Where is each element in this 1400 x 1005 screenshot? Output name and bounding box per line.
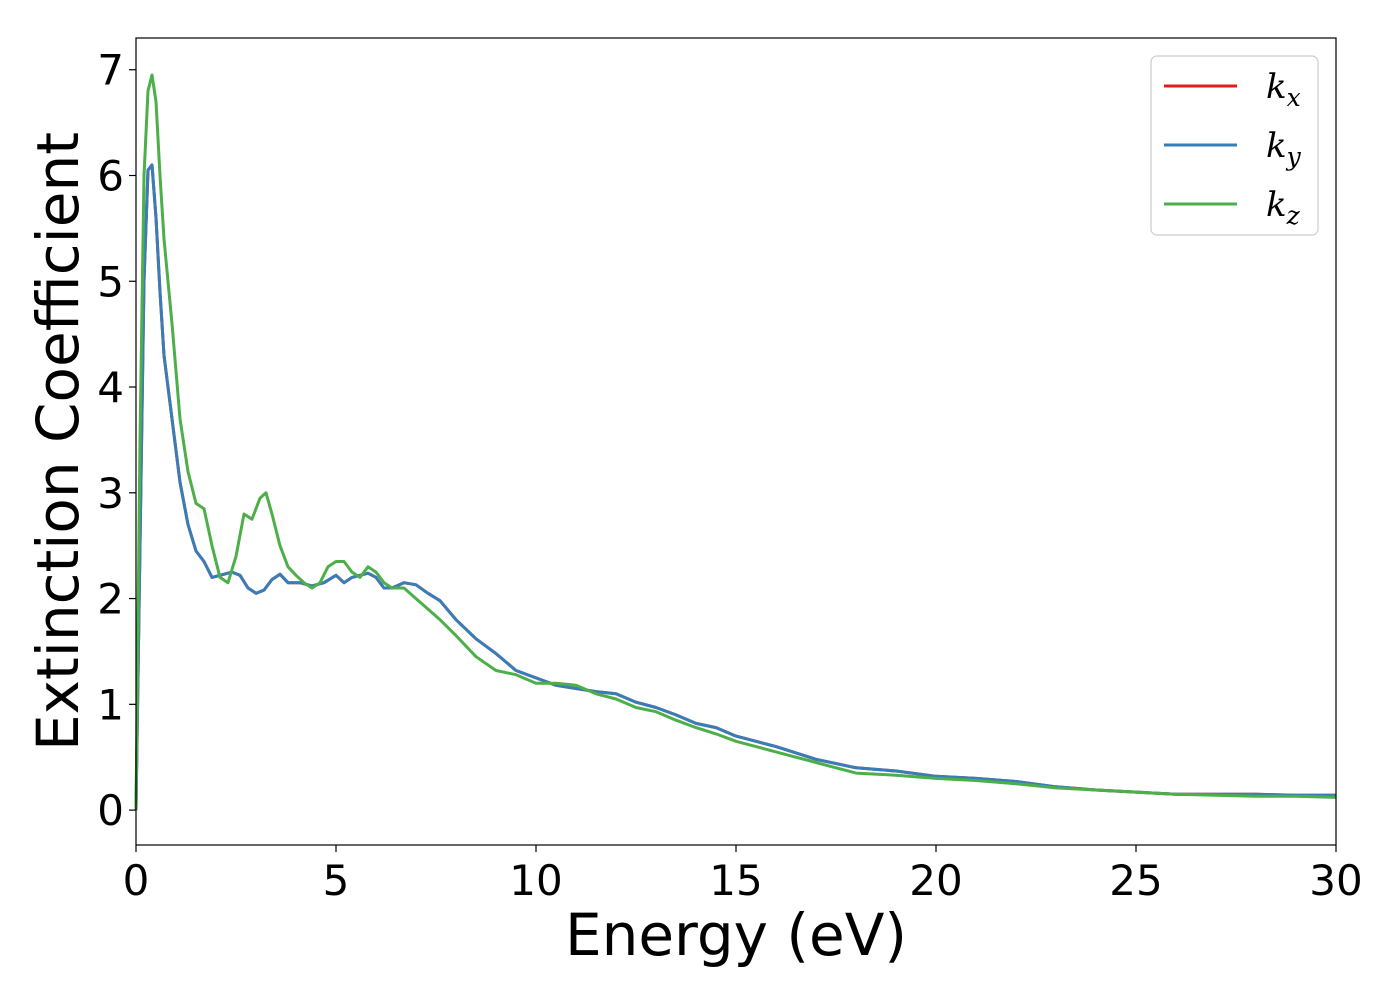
x-tick-label: 0 <box>123 856 150 905</box>
y-tick-label: 7 <box>97 46 124 95</box>
y-tick-label: 3 <box>97 469 124 518</box>
x-tick-label: 5 <box>323 856 350 905</box>
series-layer <box>134 73 1337 811</box>
y-axis-ticks: 0 1 2 3 4 5 6 7 <box>97 46 136 835</box>
x-axis-label: Energy (eV) <box>565 901 907 969</box>
x-tick-label: 10 <box>509 856 562 905</box>
x-tick-label: 25 <box>1109 856 1162 905</box>
series-line-z <box>134 73 1337 811</box>
y-tick-label: 2 <box>97 575 124 624</box>
x-tick-label: 20 <box>909 856 962 905</box>
x-tick-label: 30 <box>1309 856 1362 905</box>
y-tick-label: 1 <box>97 680 124 729</box>
series-line-y <box>134 163 1336 811</box>
series-line-x <box>134 163 1336 811</box>
y-axis-label: Extinction Coefficient <box>24 132 92 751</box>
x-axis-ticks: 0 5 10 15 20 25 30 <box>123 845 1363 905</box>
y-tick-label: 5 <box>97 257 124 306</box>
x-tick-label: 15 <box>709 856 762 905</box>
y-tick-label: 4 <box>97 363 124 412</box>
y-tick-label: 0 <box>97 786 124 835</box>
y-tick-label: 6 <box>97 151 124 200</box>
